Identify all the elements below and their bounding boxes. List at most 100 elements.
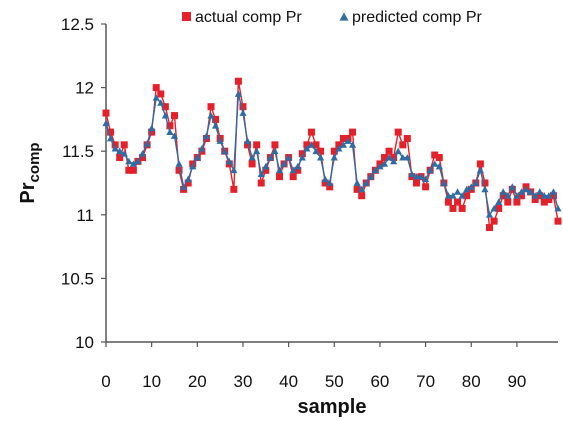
chart-legend: actual comp Pr predicted comp Pr <box>182 9 483 26</box>
y-tick-label: 10.5 <box>61 269 94 288</box>
series-1-point <box>326 183 334 191</box>
x-tick-label: 10 <box>142 372 161 391</box>
series-2-point <box>248 153 256 161</box>
series-2-point <box>458 192 466 199</box>
series-1-point <box>549 192 557 200</box>
series-1-point <box>148 128 156 136</box>
series-2-point <box>280 160 288 167</box>
x-tick-label: 40 <box>279 372 298 391</box>
x-tick-label: 0 <box>101 372 110 391</box>
series-1-point <box>531 196 539 204</box>
series-2-point <box>198 145 206 152</box>
series-1-point <box>289 173 297 181</box>
series-2-point <box>234 90 243 97</box>
series-1-point <box>495 204 503 212</box>
series-1-point <box>294 166 302 174</box>
series-1-point <box>545 196 553 204</box>
series-2-point <box>307 141 316 148</box>
series-1-point <box>262 166 270 174</box>
series-2-point <box>253 147 261 155</box>
series-2-point <box>536 188 544 195</box>
series-1-point <box>107 128 115 136</box>
series-2-point <box>326 179 334 186</box>
series-1-point <box>403 134 411 142</box>
series-1-point <box>330 147 338 155</box>
series-2-point <box>271 147 279 155</box>
series-2-point <box>472 179 480 186</box>
series-2-point <box>549 188 558 195</box>
y-axis-title-subscript: comp <box>26 142 43 182</box>
series-1-point <box>275 173 283 181</box>
series-2-point <box>184 175 192 183</box>
series-1-point <box>321 179 329 187</box>
series-1-point <box>399 141 407 149</box>
series-2-point <box>508 183 516 190</box>
x-tick-label: 60 <box>370 372 389 391</box>
series-2-point <box>527 188 535 195</box>
series-2-point <box>380 160 389 167</box>
series-2 <box>102 90 562 218</box>
series-1-point <box>271 141 279 149</box>
series-2-point <box>371 166 379 174</box>
series-1-point <box>431 151 439 159</box>
x-axis: 0 10 20 30 40 50 60 70 80 90 <box>101 341 558 391</box>
series-1-point <box>385 147 393 155</box>
series-2-point <box>161 111 169 119</box>
series-1-point <box>444 198 452 206</box>
series-2-point <box>554 204 562 212</box>
series-2-point <box>403 153 411 161</box>
series-2-point <box>358 185 366 193</box>
series-2-point <box>239 109 247 116</box>
y-tick-label: 11 <box>76 206 94 225</box>
series-2-point <box>189 162 197 170</box>
series-1-point <box>116 154 124 162</box>
series-1-point <box>358 192 366 200</box>
series-2-point <box>166 128 174 135</box>
series-1-point <box>129 166 137 174</box>
series-2-point <box>339 141 348 148</box>
y-tick-label: 11.5 <box>62 142 94 161</box>
series-2-point <box>148 124 156 132</box>
series-1-point <box>184 179 192 187</box>
series-1-point <box>253 141 261 149</box>
series-2-point <box>262 162 270 170</box>
series-1-point <box>303 141 311 149</box>
series-2-point <box>440 179 448 186</box>
series-2-point <box>225 157 233 165</box>
series-1-point <box>298 150 306 158</box>
series-1-point <box>257 179 265 187</box>
series-layer <box>102 77 562 232</box>
series-1-point <box>349 128 357 136</box>
legend-marker-actual <box>182 12 191 21</box>
series-1-point <box>394 128 402 136</box>
series-2-point <box>522 185 530 193</box>
series-2-point <box>207 111 215 119</box>
series-1-point <box>435 154 443 162</box>
series-1-point <box>307 128 315 136</box>
series-1-point <box>422 183 430 191</box>
series-2-point <box>129 160 137 167</box>
x-tick-label: 30 <box>234 372 253 391</box>
series-1-point <box>517 192 525 200</box>
series-1-point <box>212 115 220 123</box>
y-axis-title-main: Pr <box>17 182 39 203</box>
series-2-point <box>394 147 402 155</box>
series-1-point <box>139 154 147 162</box>
series-2-point <box>385 153 393 161</box>
series-2-point <box>170 132 179 139</box>
series-1-point <box>449 204 457 212</box>
series-2-point <box>376 162 384 170</box>
series-2-point <box>481 185 489 193</box>
series-2-point <box>513 192 521 199</box>
legend-label-actual: actual comp Pr <box>195 9 302 26</box>
series-1-point <box>458 204 466 212</box>
series-1-point <box>207 103 215 111</box>
y-axis: 10 10.5 11 11.5 12 12.5 <box>61 15 107 352</box>
series-2-point <box>545 192 553 199</box>
series-2-point <box>426 166 434 174</box>
series-1-point <box>381 154 389 162</box>
series-2-point <box>504 192 512 199</box>
series-2-point <box>399 153 407 161</box>
series-2-point <box>102 119 110 127</box>
series-2-point <box>180 183 188 190</box>
